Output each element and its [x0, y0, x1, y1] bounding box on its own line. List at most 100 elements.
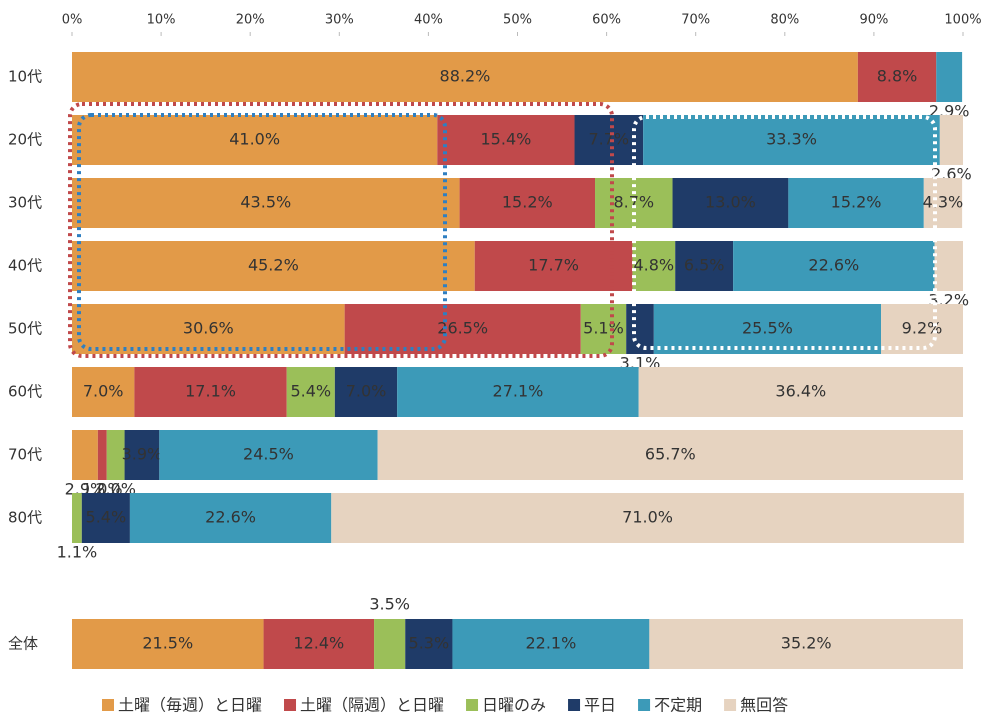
data-label: 12.4%	[293, 634, 344, 653]
bar-segment	[474, 241, 633, 291]
bar-segment	[574, 115, 644, 165]
data-label: 27.1%	[493, 382, 544, 401]
data-label: 8.7%	[613, 193, 654, 212]
bar-segment	[437, 115, 575, 165]
data-label: 8.8%	[877, 67, 918, 86]
legend-label: 土曜（隔週）と日曜	[300, 696, 444, 715]
bar-segment	[374, 619, 406, 669]
bar-segment	[459, 178, 596, 228]
data-label: 4.3%	[923, 193, 964, 212]
data-label: 1.1%	[57, 543, 98, 562]
highlight-box	[77, 113, 447, 351]
y-tick-label: 50代	[8, 320, 42, 338]
x-tick-label: 60%	[592, 13, 621, 28]
x-tick-label: 0%	[62, 13, 83, 28]
data-label: 5.1%	[583, 319, 624, 338]
data-label: 43.5%	[240, 193, 291, 212]
bar-segment	[72, 178, 460, 228]
x-tick-label: 100%	[944, 13, 981, 28]
bar-segment	[626, 304, 654, 354]
bar-segment	[638, 367, 963, 417]
bar-segment	[97, 430, 107, 480]
data-label: 26.5%	[437, 319, 488, 338]
bar-segment	[733, 241, 935, 291]
bar-segment	[129, 493, 332, 543]
y-tick-label: 60代	[8, 383, 42, 401]
x-tick-label: 40%	[414, 13, 443, 28]
data-label: 5.3%	[409, 634, 450, 653]
bar-segment	[72, 304, 345, 354]
x-tick-label: 80%	[770, 13, 799, 28]
data-label: 22.6%	[205, 508, 256, 527]
data-label: 65.7%	[645, 445, 696, 464]
data-label: 88.2%	[440, 67, 491, 86]
y-tick-label: 30代	[8, 194, 42, 212]
data-label: 7.0%	[346, 382, 387, 401]
y-tick-label: 全体	[8, 635, 38, 653]
bar-segment	[134, 367, 287, 417]
data-label: 30.6%	[183, 319, 234, 338]
bar-segment	[649, 619, 963, 669]
legend-swatch	[638, 699, 651, 711]
legend-swatch	[568, 699, 581, 711]
data-label: 13.0%	[705, 193, 756, 212]
data-label: 3.5%	[369, 595, 410, 614]
data-label: 17.7%	[528, 256, 579, 275]
y-tick-label: 10代	[8, 68, 42, 86]
bar-segment	[939, 115, 963, 165]
x-tick-label: 30%	[325, 13, 354, 28]
data-label: 15.4%	[481, 130, 532, 149]
bar-segment	[672, 178, 789, 228]
x-tick-label: 70%	[681, 13, 710, 28]
data-label: 5.4%	[290, 382, 331, 401]
legend-swatch	[724, 699, 737, 711]
y-tick-label: 20代	[8, 131, 42, 149]
highlight-box	[68, 102, 614, 358]
bar-segment	[857, 52, 937, 102]
data-label: 5.4%	[86, 508, 127, 527]
legend-label: 土曜（毎週）と日曜	[118, 696, 262, 715]
bar-segment	[452, 619, 650, 669]
bar-segment	[263, 619, 375, 669]
plot-area: 0% 10% 20% 30% 40% 50% 60% 70% 80% 90% 100% 10代 88.2…	[8, 13, 982, 669]
data-label: 4.8%	[633, 256, 674, 275]
legend-swatch	[102, 699, 114, 711]
x-tick-label: 10%	[147, 13, 176, 28]
data-label: 45.2%	[248, 256, 299, 275]
data-label: 21.5%	[142, 634, 193, 653]
data-label: 22.6%	[808, 256, 859, 275]
x-tick-label: 50%	[503, 13, 532, 28]
bar-segment	[405, 619, 453, 669]
y-tick-label: 40代	[8, 257, 42, 275]
data-label: 6.5%	[684, 256, 725, 275]
data-label: 15.2%	[502, 193, 553, 212]
bar-segment	[653, 304, 882, 354]
data-label: 33.3%	[766, 130, 817, 149]
data-label: 15.2%	[831, 193, 882, 212]
bar-segment	[72, 367, 135, 417]
legend-label: 平日	[584, 696, 616, 715]
bar-segment	[81, 493, 130, 543]
bar-segment	[124, 430, 160, 480]
data-label: 17.1%	[185, 382, 236, 401]
bar-segment	[936, 52, 963, 102]
legend-label: 無回答	[740, 696, 788, 715]
bar-segment	[331, 493, 964, 543]
y-tick-label: 70代	[8, 446, 42, 464]
bar-segment	[286, 367, 335, 417]
data-label: 41.0%	[229, 130, 280, 149]
bar-segment	[881, 304, 963, 354]
data-label: 9.2%	[902, 319, 943, 338]
legend-swatch	[466, 699, 479, 711]
bar-segment	[923, 178, 963, 228]
bar-segment	[334, 367, 398, 417]
bar-segment	[72, 493, 82, 543]
bar-segment	[377, 430, 963, 480]
data-label: 7.7%	[588, 130, 629, 149]
data-label: 22.1%	[525, 634, 576, 653]
y-tick-label: 80代	[8, 509, 42, 527]
bar-segment	[934, 241, 963, 291]
bar-segment	[159, 430, 378, 480]
bar-segment	[106, 430, 125, 480]
